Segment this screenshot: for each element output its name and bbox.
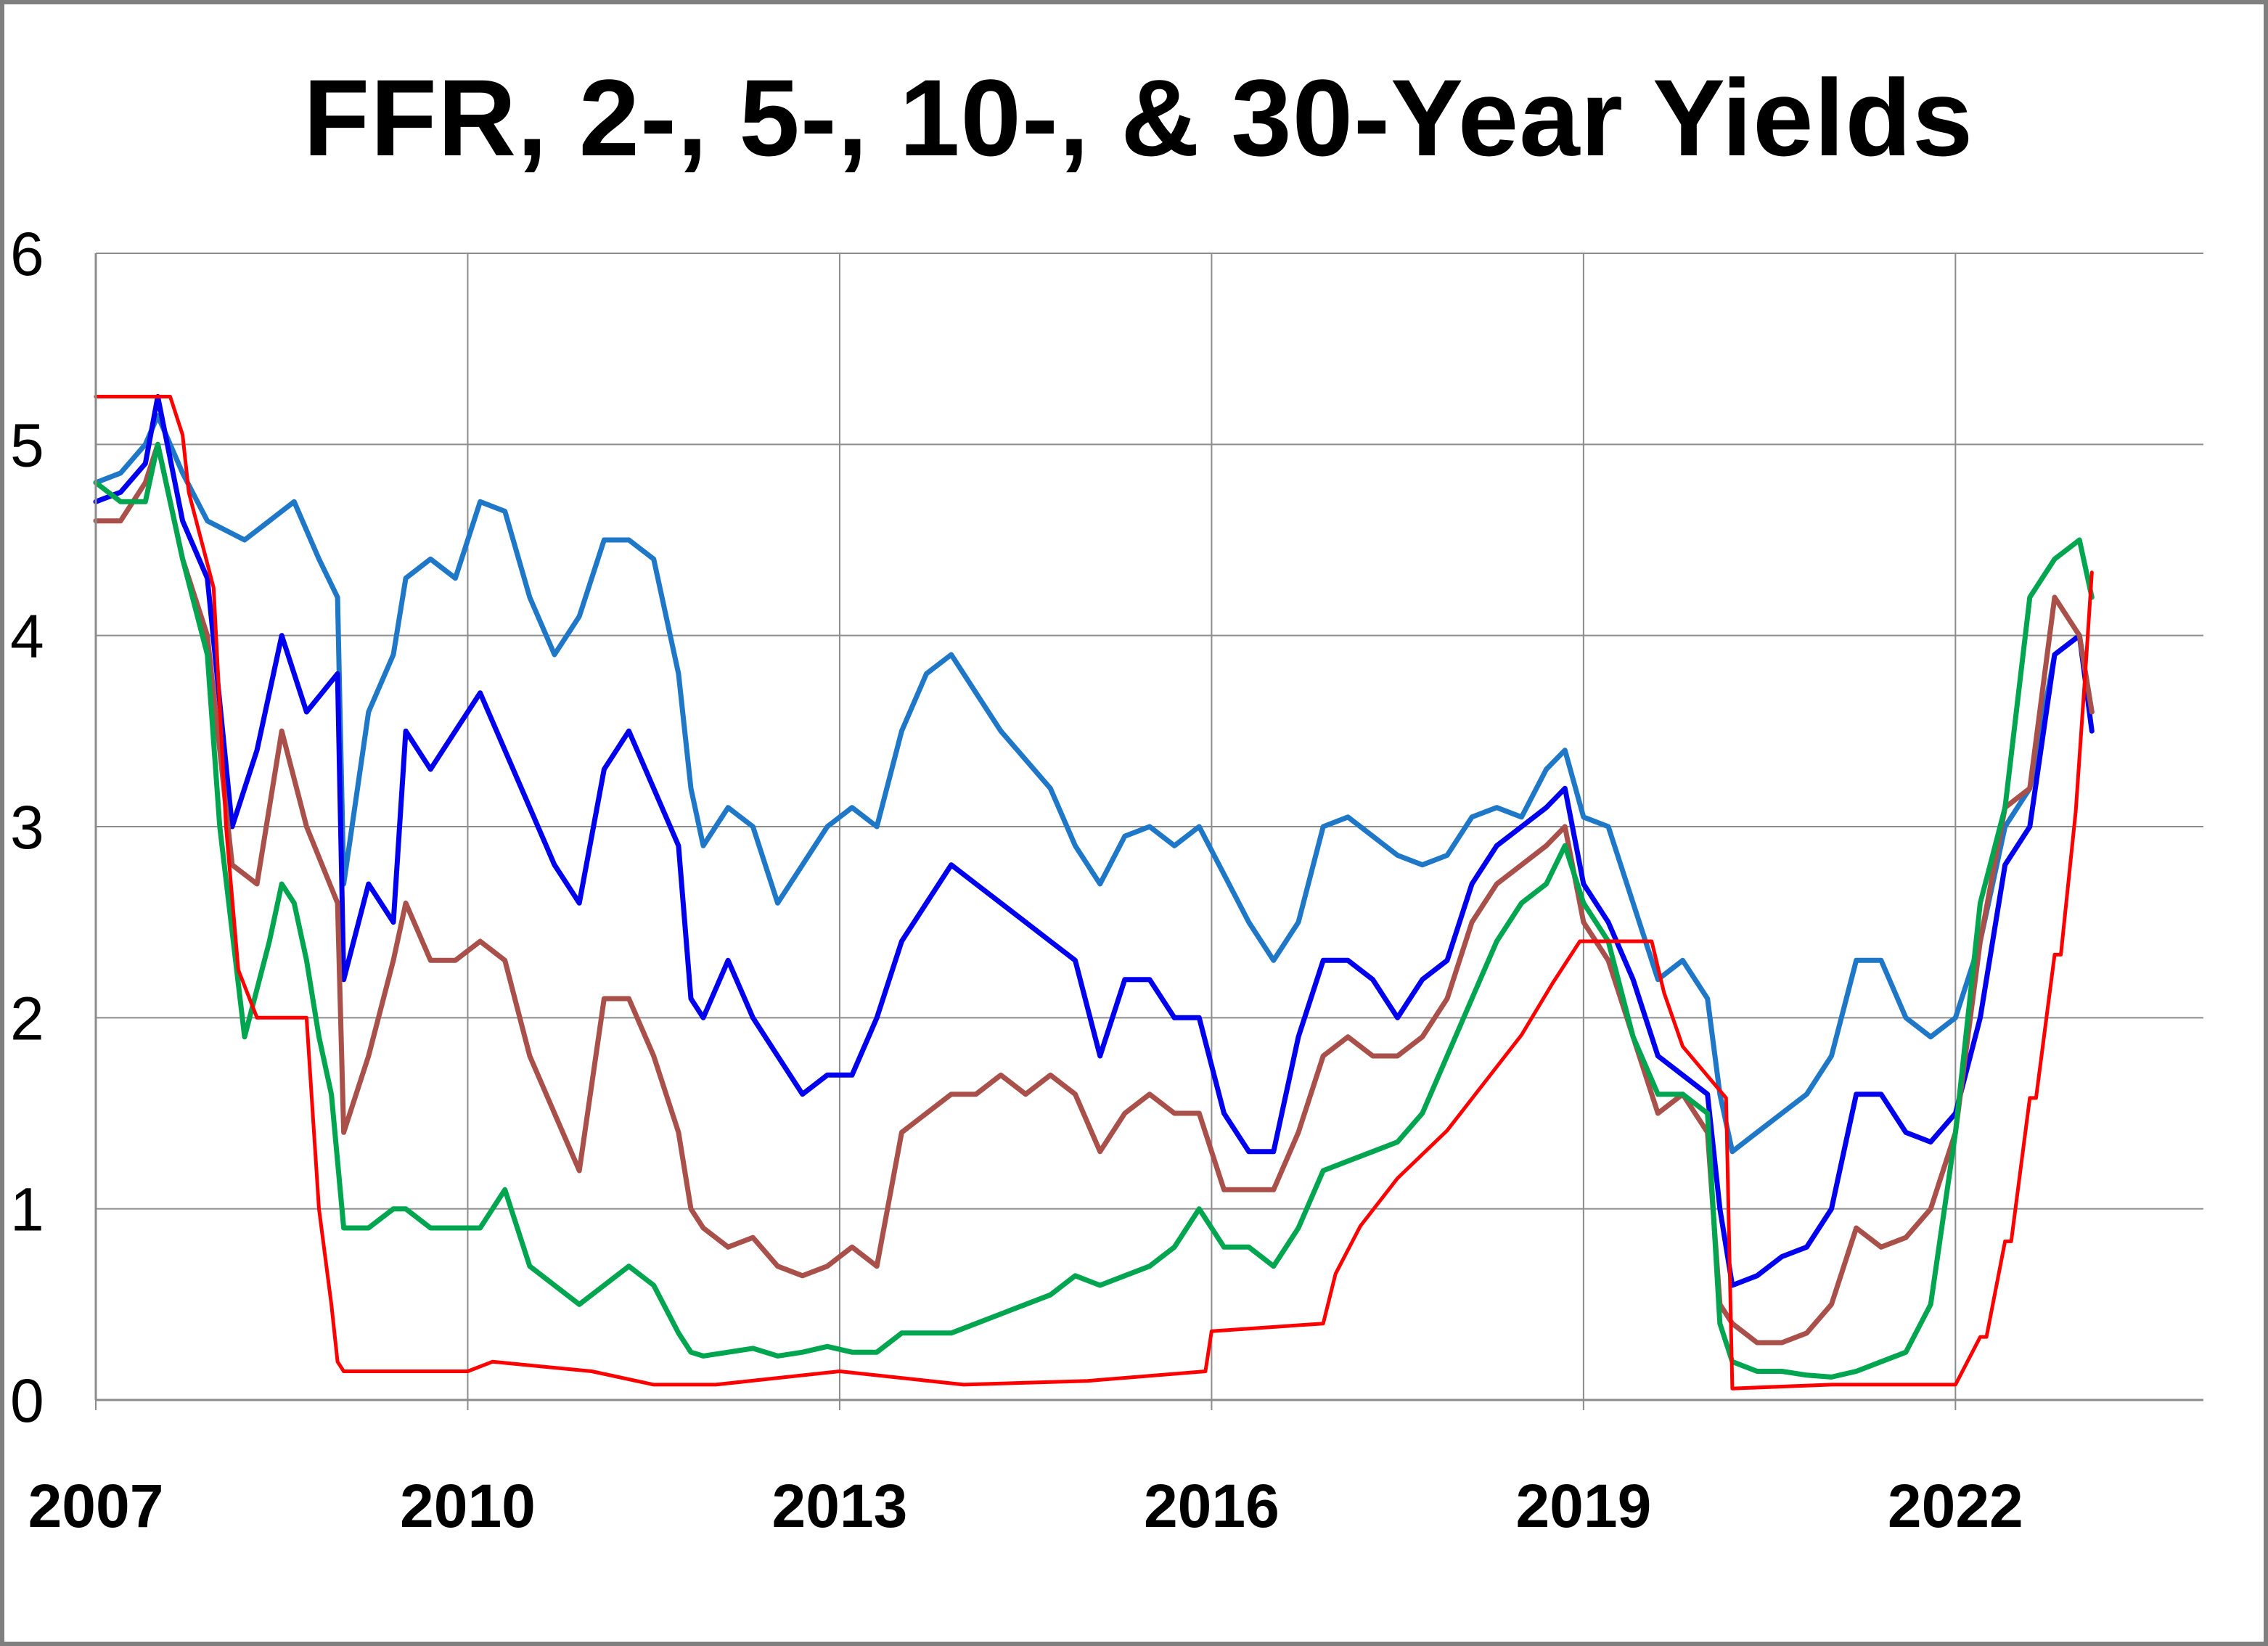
axes: [94, 253, 2203, 1410]
x-tick-labels: 2007 2010 2013 2016 2019 2022: [28, 1472, 2023, 1540]
y-tick-label: 6: [10, 220, 44, 288]
y-tick-labels: 0 1 2 3 4 5 6: [10, 220, 44, 1435]
series-line-4: [93, 441, 2095, 1380]
series-line-5: [94, 395, 2094, 1391]
x-tick-label: 2022: [1888, 1472, 2023, 1540]
gridlines: [96, 253, 2203, 1401]
chart-plot: 0 1 2 3 4 5 6 2007 2010 2013 2016 2019 2022: [10, 220, 2203, 1540]
x-tick-label: 2010: [400, 1472, 536, 1540]
y-tick-label: 3: [10, 793, 44, 861]
y-tick-label: 1: [10, 1176, 44, 1244]
series-line-1: [93, 413, 2095, 1155]
series-line-3: [93, 441, 2095, 1346]
series-lines: [93, 394, 2095, 1391]
y-tick-label: 0: [10, 1367, 44, 1435]
x-tick-label: 2016: [1144, 1472, 1280, 1540]
series-line-2: [93, 394, 2095, 1288]
x-tick-label: 2007: [28, 1472, 164, 1540]
chart-title: FFR, 2-, 5-, 10-, & 30-Year Yields: [303, 57, 1974, 179]
x-tick-label: 2019: [1515, 1472, 1651, 1540]
x-tick-label: 2013: [772, 1472, 908, 1540]
y-tick-label: 2: [10, 984, 44, 1052]
y-tick-label: 4: [10, 602, 44, 671]
y-tick-label: 5: [10, 411, 44, 479]
